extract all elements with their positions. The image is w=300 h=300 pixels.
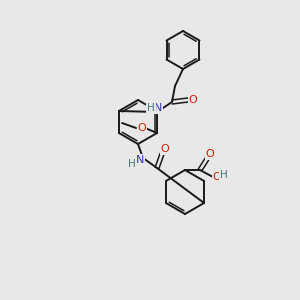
Text: N: N xyxy=(136,155,144,165)
Text: H: H xyxy=(128,159,136,169)
Text: O: O xyxy=(206,149,214,159)
Text: H: H xyxy=(147,103,155,113)
Text: O: O xyxy=(138,123,146,133)
Text: O: O xyxy=(160,144,169,154)
Text: O: O xyxy=(213,172,221,182)
Text: O: O xyxy=(189,95,197,105)
Text: N: N xyxy=(154,103,162,113)
Text: H: H xyxy=(220,170,228,180)
